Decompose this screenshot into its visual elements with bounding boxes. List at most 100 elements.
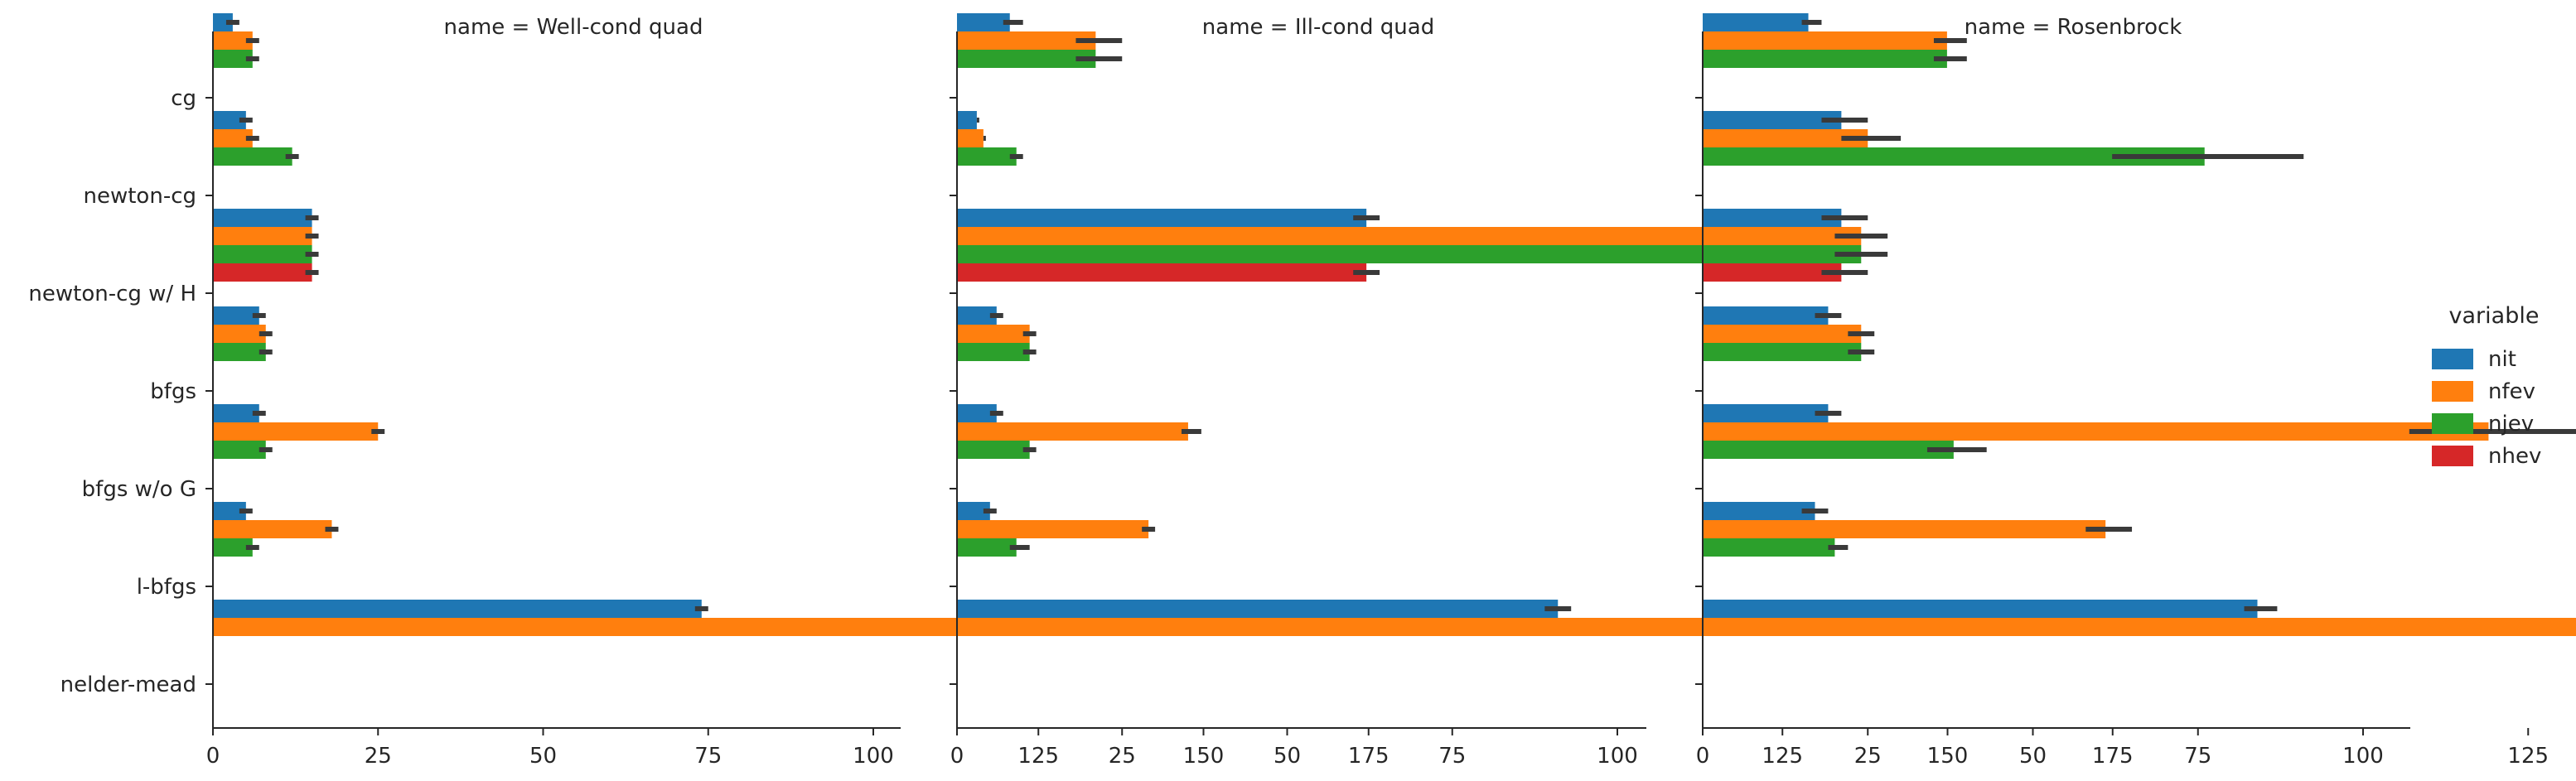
legend-label-nhev: nhev	[2488, 443, 2542, 469]
legend: variable nit nfev njev nhev	[2432, 303, 2573, 472]
x-tick-label-0-3: 75	[694, 744, 722, 769]
legend-swatch-nfev	[2432, 381, 2473, 402]
y-tick-label-0: cg	[171, 86, 196, 111]
bar-1-nit-5	[957, 502, 990, 520]
panel-title-0: name = Well-cond quad	[444, 15, 703, 40]
bar-2-nfev-6	[1703, 618, 2576, 636]
bar-0-njev-5	[213, 538, 253, 557]
panel-title-1: name = Ill-cond quad	[1202, 15, 1434, 40]
bar-0-nfev-0	[213, 31, 253, 50]
bar-2-nit-3	[1703, 306, 1829, 325]
y-tick-label-6: nelder-mead	[60, 673, 196, 697]
bar-2-nfev-1	[1703, 129, 1868, 147]
legend-swatch-njev	[2432, 413, 2473, 434]
bar-2-njev-2	[1703, 245, 1862, 263]
bar-1-njev-1	[957, 147, 1017, 166]
bar-0-njev-0	[213, 50, 253, 68]
x-tick-label-2-4: 100	[2342, 744, 2384, 769]
bar-1-nit-1	[957, 111, 977, 129]
bar-2-njev-0	[1703, 50, 1947, 68]
legend-label-njev: njev	[2488, 411, 2535, 436]
bar-1-nfev-5	[957, 520, 1149, 538]
bar-1-nit-3	[957, 306, 997, 325]
x-tick-label-1-2: 50	[1274, 744, 1301, 769]
bar-2-nfev-5	[1703, 520, 2106, 538]
bar-0-nit-5	[213, 502, 246, 520]
bar-0-nit-4	[213, 404, 259, 422]
panel-title-2: name = Rosenbrock	[1965, 15, 2182, 40]
legend-swatch-nhev	[2432, 446, 2473, 466]
bar-0-nit-3	[213, 306, 259, 325]
legend-label-nfev: nfev	[2488, 378, 2536, 404]
bar-2-nfev-2	[1703, 227, 1862, 245]
legend-title: variable	[2448, 303, 2540, 329]
bar-0-nit-1	[213, 111, 246, 129]
bar-0-nit-2	[213, 209, 312, 227]
bar-0-nit-0	[213, 13, 233, 31]
x-tick-label-1-3: 75	[1438, 744, 1466, 769]
bar-2-nfev-4	[1703, 422, 2489, 441]
bar-2-njev-4	[1703, 441, 1954, 459]
legend-item-nhev: nhev	[2432, 440, 2573, 472]
bar-1-nfev-0	[957, 31, 1096, 50]
y-tick-label-3: bfgs	[150, 379, 196, 404]
bar-2-njev-3	[1703, 343, 1862, 361]
x-tick-label-0-1: 25	[365, 744, 392, 769]
bar-1-njev-0	[957, 50, 1096, 68]
bar-2-nit-4	[1703, 404, 1829, 422]
legend-swatch-nit	[2432, 349, 2473, 369]
bar-1-njev-5	[957, 538, 1017, 557]
x-tick-label-2-5: 125	[2507, 744, 2549, 769]
y-tick-label-1: newton-cg	[84, 184, 197, 209]
legend-item-nfev: nfev	[2432, 375, 2573, 407]
bar-0-nit-6	[213, 600, 702, 618]
bar-0-njev-3	[213, 343, 266, 361]
bar-0-nfev-6	[213, 618, 1144, 636]
bar-2-nit-0	[1703, 13, 1809, 31]
bar-2-njev-1	[1703, 147, 2205, 166]
x-tick-label-0-0: 0	[206, 744, 220, 769]
bar-1-nfev-1	[957, 129, 984, 147]
bar-2-nhev-2	[1703, 263, 1842, 282]
x-tick-label-2-0: 0	[1696, 744, 1710, 769]
bar-0-nfev-1	[213, 129, 253, 147]
bar-1-nfev-3	[957, 325, 1030, 343]
bar-0-njev-1	[213, 147, 292, 166]
x-tick-label-1-7: 175	[2092, 744, 2134, 769]
bar-0-njev-4	[213, 441, 266, 459]
x-tick-label-1-6: 150	[1927, 744, 1969, 769]
x-tick-label-1-4: 100	[1597, 744, 1638, 769]
x-tick-label-1-5: 125	[1762, 744, 1803, 769]
bar-0-nfev-5	[213, 520, 332, 538]
bar-2-nit-1	[1703, 111, 1842, 129]
bar-2-njev-5	[1703, 538, 1835, 557]
legend-label-nit: nit	[2488, 346, 2516, 372]
x-tick-label-0-7: 175	[1348, 744, 1389, 769]
x-tick-label-2-3: 75	[2184, 744, 2211, 769]
bar-1-nit-4	[957, 404, 997, 422]
bar-1-nit-0	[957, 13, 1010, 31]
bar-0-nfev-2	[213, 227, 312, 245]
x-tick-label-1-0: 0	[950, 744, 964, 769]
bar-1-njev-2	[957, 245, 1743, 263]
bar-1-nfev-4	[957, 422, 1188, 441]
x-tick-label-0-5: 125	[1017, 744, 1059, 769]
y-tick-label-4: bfgs w/o G	[82, 477, 196, 502]
bar-0-nfev-3	[213, 325, 266, 343]
y-tick-label-2: newton-cg w/ H	[28, 282, 196, 306]
legend-item-njev: njev	[2432, 407, 2573, 440]
bar-2-nfev-3	[1703, 325, 1862, 343]
legend-item-nit: nit	[2432, 343, 2573, 375]
bar-1-nhev-2	[957, 263, 1367, 282]
x-tick-label-1-1: 25	[1109, 744, 1136, 769]
bar-2-nit-2	[1703, 209, 1842, 227]
x-tick-label-2-2: 50	[2019, 744, 2047, 769]
x-tick-label-2-1: 25	[1854, 744, 1882, 769]
bar-2-nfev-0	[1703, 31, 1947, 50]
bar-2-nit-5	[1703, 502, 1815, 520]
bar-1-nit-6	[957, 600, 1559, 618]
bar-1-njev-4	[957, 441, 1030, 459]
bar-2-nit-6	[1703, 600, 2258, 618]
bar-1-njev-3	[957, 343, 1030, 361]
